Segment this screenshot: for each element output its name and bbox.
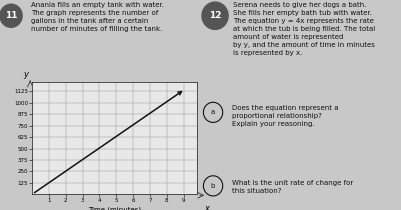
Text: Serena needs to give her dogs a bath.
She fills her empty bath tub with water.
T: Serena needs to give her dogs a bath. Sh… bbox=[233, 2, 375, 56]
Text: 11: 11 bbox=[5, 11, 17, 20]
Text: b: b bbox=[211, 183, 215, 189]
Text: Anania fills an empty tank with water.
The graph represents the number of
gallon: Anania fills an empty tank with water. T… bbox=[31, 2, 164, 32]
Text: 12: 12 bbox=[208, 11, 221, 20]
X-axis label: Time (minutes): Time (minutes) bbox=[88, 206, 141, 210]
Circle shape bbox=[0, 4, 22, 27]
Text: a: a bbox=[211, 109, 215, 115]
Text: Does the equation represent a
proportional relationship?
Explain your reasoning.: Does the equation represent a proportion… bbox=[232, 105, 338, 127]
Circle shape bbox=[201, 2, 228, 29]
Text: What is the unit rate of change for
this situation?: What is the unit rate of change for this… bbox=[232, 180, 352, 194]
Text: x: x bbox=[204, 204, 209, 210]
Text: y: y bbox=[23, 70, 28, 79]
